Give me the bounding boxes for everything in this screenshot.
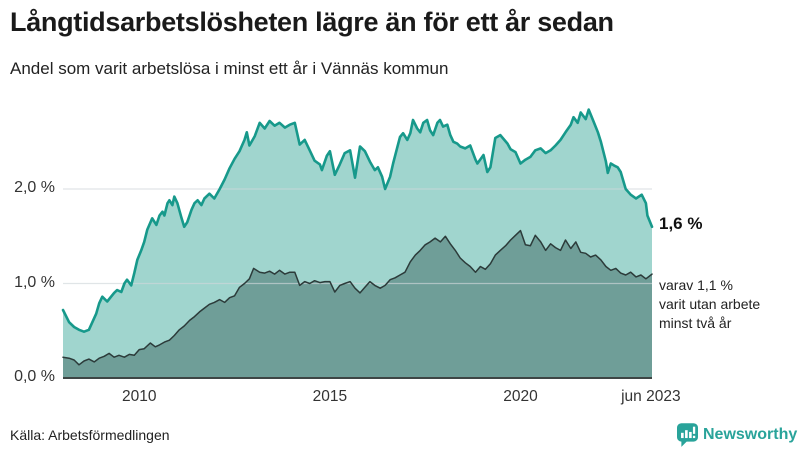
annotation-line-3: minst två år [659,315,732,331]
y-axis-label-2,0 %: 2,0 % [14,179,55,196]
newsworthy-bubble-chart-icon [677,423,698,447]
series-area-minst-tva-ar [63,230,652,378]
page-title: Långtidsarbetslösheten lägre än för ett … [10,7,614,37]
chart-subtitle: Andel som varit arbetslösa i minst ett å… [10,59,449,78]
source-note: Källa: Arbetsförmedlingen [10,427,170,443]
x-axis-label-2015: 2015 [312,388,348,405]
y-axis-label-0,0 %: 0,0 % [14,368,55,385]
series-line-minst-tva-ar [62,229,653,366]
newsworthy-logo: Newsworthy [677,423,797,447]
annotation-line-1: varav 1,1 % [659,277,733,293]
secondary-series-annotation: varav 1,1 % varit utan arbete minst två … [659,276,760,333]
brand-name: Newsworthy [703,426,798,443]
x-axis-label-2020: 2020 [503,388,538,405]
x-axis-label-2010: 2010 [121,388,157,405]
series-line-minst-ett-ar [61,108,654,334]
annotation-line-2: varit utan arbete [659,296,761,312]
end-value-label: 1,6 % [659,214,703,233]
y-axis-label-1,0 %: 1,0 % [14,273,55,291]
x-axis-label-jun 2023: jun 2023 [621,388,681,405]
